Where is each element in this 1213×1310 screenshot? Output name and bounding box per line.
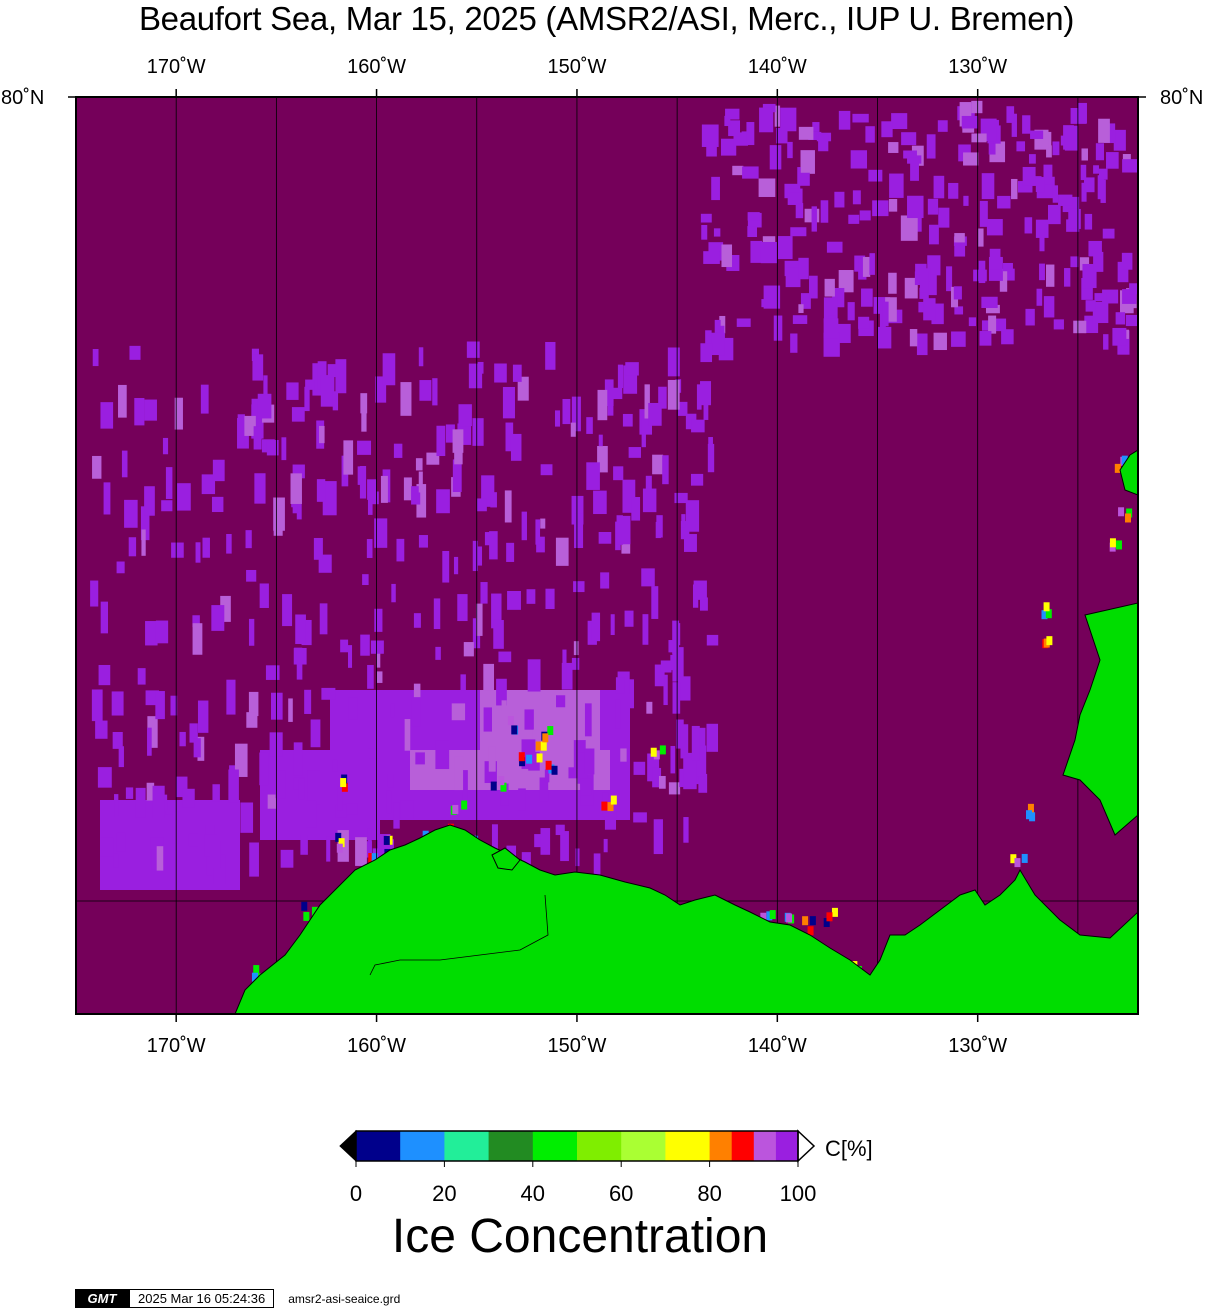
grid-filename: amsr2-asi-seaice.grd [288,1291,401,1306]
colorbar-under-triangle [339,1129,357,1163]
colorbar-bin [731,1131,755,1161]
colorbar-tick-label: 40 [520,1181,546,1206]
lon-label-bottom: 130˚W [948,1035,1008,1057]
lon-label-bottom: 150˚W [547,1035,607,1057]
land-masses [234,449,1138,1014]
colorbar-tick-label: 60 [608,1181,634,1206]
colorbar-over-triangle [797,1129,816,1163]
colorbar-tick-label: 20 [432,1181,457,1206]
colorbar-bin [775,1131,799,1161]
colorbar-title: Ice Concentration [391,1210,769,1263]
prince-patrick-island-land [1119,449,1138,496]
colorbar-bin [753,1131,777,1161]
map-title: Beaufort Sea, Mar 15, 2025 (AMSR2/ASI, M… [138,0,1075,37]
lon-label-top: 170˚W [146,56,206,78]
lon-label-bottom: 140˚W [747,1035,807,1057]
gmt-logo: GMT [75,1289,129,1308]
colorbar-bin [665,1131,711,1161]
timestamp-text: 2025 Mar 16 05:24:36 [129,1289,275,1308]
colorbar-tick-label: 80 [697,1181,722,1206]
colorbar-bin [577,1131,622,1161]
colorbar-bin [621,1131,666,1161]
colorbar-bin [356,1131,401,1161]
lon-label-bottom: 160˚W [347,1035,407,1057]
alaska-land [234,824,1138,1014]
banks-island-land [1062,602,1138,836]
colorbar-bin [532,1131,578,1161]
colorbar [339,1129,816,1167]
colorbar-bin [709,1131,733,1161]
colorbar-unit-label: C[%] [825,1136,873,1161]
lon-label-top: 160˚W [347,56,407,78]
colorbar-bin [400,1131,445,1161]
map-frame [75,96,1139,1015]
lat-label-right: 80˚N [1160,87,1204,109]
colorbar-tick-label: 100 [779,1181,817,1206]
small-island-land [491,847,521,871]
lon-label-top: 140˚W [747,56,807,78]
lon-label-top: 130˚W [948,56,1008,78]
colorbar-tick-label: 0 [349,1181,363,1206]
colorbar-bin [488,1131,534,1161]
ice-variation-specks [90,100,1138,1014]
colorbar-frame [355,1130,799,1162]
map-tick-marks [68,89,1146,1022]
lat-label-left: 80˚N [1,87,45,109]
colorbar-bin [444,1131,490,1161]
gmt-timestamp: GMT 2025 Mar 16 05:24:36 amsr2-asi-seaic… [75,1289,400,1308]
lon-label-top: 150˚W [547,56,607,78]
lon-label-bottom: 170˚W [146,1035,206,1057]
